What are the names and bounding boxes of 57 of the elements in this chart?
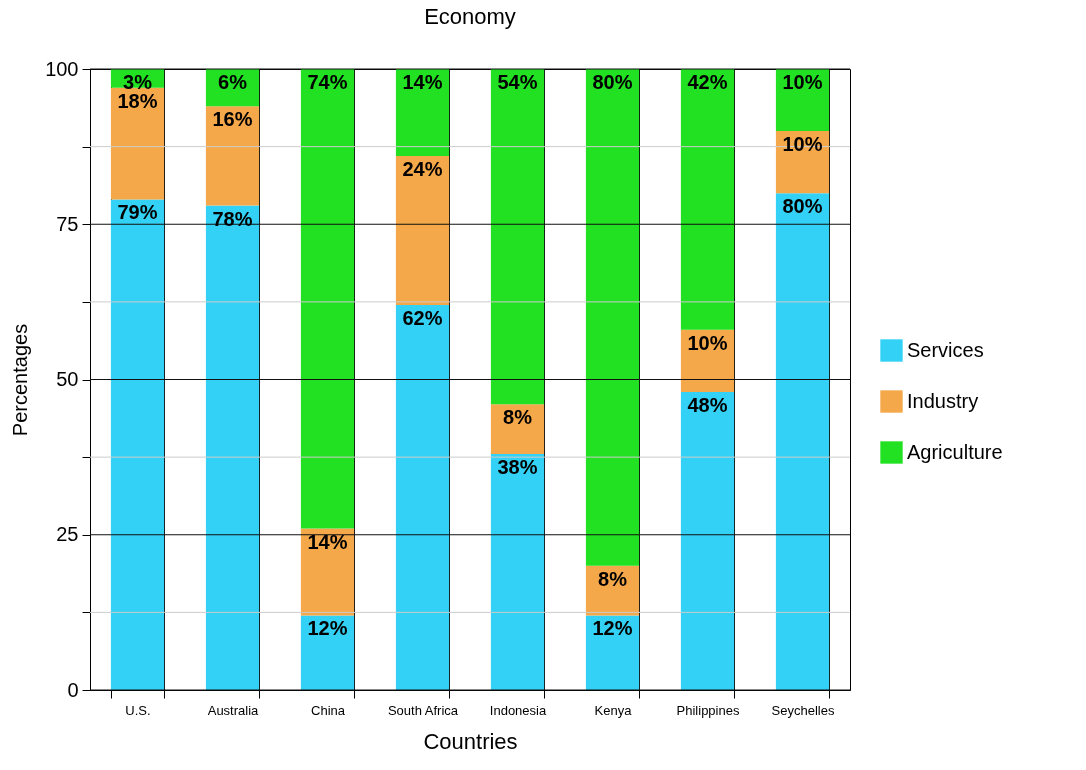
bar (775, 193, 830, 690)
data-label: 14% (402, 71, 443, 93)
data-label: 8% (598, 567, 628, 590)
legend-label: Services (907, 338, 984, 361)
data-label: 79% (117, 201, 158, 224)
bar (205, 205, 260, 690)
bar (585, 615, 640, 690)
x-tick-label: Seychelles (771, 702, 835, 718)
data-label: 12% (307, 617, 348, 640)
legend-label: Industry (907, 389, 979, 412)
bar (490, 69, 545, 405)
y-tick-label: 0 (67, 678, 79, 701)
y-axis-title: Percentages (9, 323, 32, 437)
y-tick-label: 25 (56, 523, 79, 546)
data-label: 80% (782, 195, 823, 218)
x-tick-label: Indonesia (489, 702, 547, 718)
x-tick-label: Kenya (594, 702, 633, 718)
data-label: 74% (307, 71, 348, 93)
data-label: 14% (307, 530, 348, 553)
data-label: 8% (503, 406, 533, 429)
data-label: 10% (687, 331, 728, 354)
chart-title: Economy (424, 4, 516, 29)
bar (205, 106, 260, 206)
data-label: 6% (218, 71, 248, 93)
data-label: 62% (402, 306, 443, 329)
bar (585, 69, 640, 566)
data-label: 42% (687, 71, 728, 93)
legend-label: Agriculture (907, 440, 1003, 463)
x-tick-label: Australia (207, 702, 260, 718)
data-label: 12% (592, 617, 633, 640)
bar (680, 391, 735, 690)
data-label: 80% (592, 71, 633, 93)
bar (490, 454, 545, 690)
bar (490, 404, 545, 455)
bar (395, 304, 450, 690)
data-label: 24% (402, 157, 443, 180)
bar (680, 69, 735, 330)
y-tick-label: 50 (56, 368, 79, 390)
x-tick-label: U.S. (125, 702, 151, 718)
x-tick-label: Philippines (676, 702, 740, 718)
x-tick-label: China (311, 702, 346, 718)
data-label: 54% (497, 71, 538, 93)
bar (110, 87, 165, 200)
data-label: 16% (212, 108, 253, 131)
y-tick-label: 75 (56, 212, 79, 235)
bar (300, 615, 355, 690)
x-axis-title: Countries (423, 728, 518, 754)
bar (395, 155, 450, 305)
data-label: 10% (782, 71, 823, 93)
bar (300, 69, 355, 529)
y-tick-label: 100 (45, 57, 79, 80)
data-label: 10% (782, 133, 823, 156)
bar (395, 69, 450, 156)
bar (110, 199, 165, 690)
data-label: 38% (497, 456, 538, 479)
data-label: 48% (687, 393, 728, 416)
x-tick-label: South Africa (387, 702, 459, 718)
